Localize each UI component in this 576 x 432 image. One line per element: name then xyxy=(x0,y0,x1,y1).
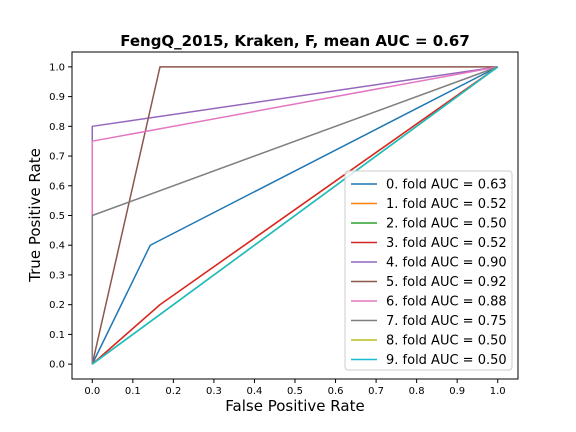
x-tick-label: 0.6 xyxy=(328,386,344,397)
x-tick-label: 0.1 xyxy=(125,386,141,397)
y-tick-label: 1.0 xyxy=(49,62,65,73)
x-tick-label: 0.0 xyxy=(84,386,100,397)
series-line-fold-9 xyxy=(91,66,499,365)
x-axis-ticks: 0.0 0.1 0.2 0.3 0.4 0.5 0.6 0.7 0.8 0.9 1.0 xyxy=(84,379,506,397)
y-tick-label: 0.4 xyxy=(49,241,65,252)
y-tick-label: 0.1 xyxy=(49,330,65,341)
legend-label-fold-8: 8. fold AUC = 0.50 xyxy=(386,334,507,349)
x-tick-label: 1.0 xyxy=(490,386,506,397)
legend-label-fold-3: 3. fold AUC = 0.52 xyxy=(386,236,507,251)
y-axis-ticks: 0.0 0.1 0.2 0.3 0.4 0.5 0.6 0.7 0.8 0.9 1.0 xyxy=(49,62,72,371)
x-tick-label: 0.7 xyxy=(368,386,384,397)
legend-label-fold-1: 1. fold AUC = 0.52 xyxy=(386,197,507,212)
x-tick-label: 0.4 xyxy=(247,386,263,397)
y-tick-label: 0.5 xyxy=(49,211,65,222)
x-tick-label: 0.8 xyxy=(409,386,425,397)
x-tick-label: 0.3 xyxy=(206,386,222,397)
series-line-fold-3 xyxy=(91,66,499,365)
series-layer xyxy=(91,66,499,365)
legend-label-fold-0: 0. fold AUC = 0.63 xyxy=(386,178,507,193)
legend-label-fold-9: 9. fold AUC = 0.50 xyxy=(386,353,507,368)
y-axis-label: True Positive Rate xyxy=(26,148,44,283)
legend-label-fold-4: 4. fold AUC = 0.90 xyxy=(386,256,507,271)
x-axis-label: False Positive Rate xyxy=(225,397,364,415)
y-tick-label: 0.6 xyxy=(49,181,65,192)
x-tick-label: 0.2 xyxy=(165,386,181,397)
legend-label-fold-2: 2. fold AUC = 0.50 xyxy=(386,217,507,232)
series-line-fold-5 xyxy=(91,66,498,365)
plot-frame xyxy=(71,51,519,380)
x-tick-label: 0.5 xyxy=(287,386,303,397)
legend-label-fold-6: 6. fold AUC = 0.88 xyxy=(386,295,507,310)
y-tick-label: 0.3 xyxy=(49,270,65,281)
y-tick-label: 0.8 xyxy=(49,122,65,133)
y-tick-label: 0.9 xyxy=(49,92,65,103)
legend-box xyxy=(344,170,513,371)
series-line-fold-0 xyxy=(91,66,499,365)
legend: 0. fold AUC = 0.63 1. fold AUC = 0.52 2. f… xyxy=(344,170,513,371)
legend-label-fold-7: 7. fold AUC = 0.75 xyxy=(386,314,507,329)
series-line-fold-7 xyxy=(91,66,498,365)
y-tick-label: 0.7 xyxy=(49,152,65,163)
x-tick-label: 0.9 xyxy=(449,386,465,397)
y-tick-label: 0.0 xyxy=(49,360,65,371)
chart-title: FengQ_2015, Kraken, F, mean AUC = 0.67 xyxy=(120,32,470,50)
legend-label-fold-5: 5. fold AUC = 0.92 xyxy=(386,275,507,290)
y-tick-label: 0.2 xyxy=(49,300,65,311)
